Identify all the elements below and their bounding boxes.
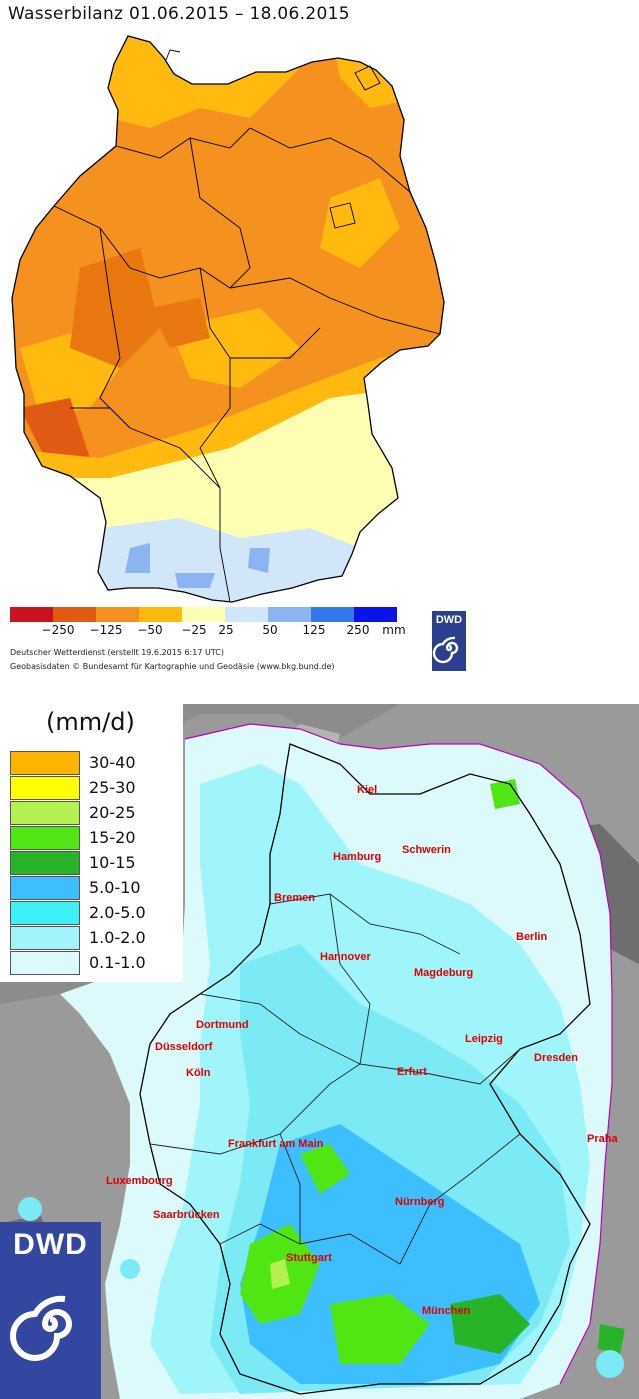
precip-legend-swatch xyxy=(10,801,80,825)
city-label: Frankfurt am Main xyxy=(228,1138,324,1150)
legend-swatch xyxy=(53,607,96,622)
legend-swatch xyxy=(96,607,139,622)
city-label: Hannover xyxy=(320,951,371,963)
precip-legend-row: 0.1-1.0 xyxy=(10,951,180,976)
legend-swatch xyxy=(10,607,53,622)
dwd-logo-text: DWD xyxy=(435,614,463,626)
city-label: Bremen xyxy=(274,892,315,904)
dwd-logo-text: DWD xyxy=(13,1228,88,1261)
precip-legend-row: 10-15 xyxy=(10,851,180,876)
spiral-icon xyxy=(432,636,459,664)
legend-tick-label: 25 xyxy=(218,623,234,637)
precipitation-panel: (mm/d) 30-40 25-30 20-25 15-20 10-15 5.0… xyxy=(0,704,639,1399)
precip-legend-label: 2.0-5.0 xyxy=(89,903,146,922)
water-balance-panel: Wasserbilanz 01.06.2015 – 18.06.2015 xyxy=(0,0,639,690)
precip-legend-swatch xyxy=(10,851,80,875)
city-label: Hamburg xyxy=(333,851,382,863)
legend-swatch xyxy=(311,607,354,622)
precip-legend-label: 25-30 xyxy=(89,778,136,797)
precipitation-map xyxy=(0,704,639,1399)
precip-legend-label: 15-20 xyxy=(89,828,136,847)
precip-legend-row: 25-30 xyxy=(10,776,180,801)
spiral-icon xyxy=(10,1295,72,1361)
city-label: Praha xyxy=(587,1133,618,1145)
precip-legend-label: 10-15 xyxy=(89,853,136,872)
city-label: Stuttgart xyxy=(286,1252,332,1264)
precip-legend-label: 0.1-1.0 xyxy=(89,953,146,972)
precip-legend-row: 1.0-2.0 xyxy=(10,926,180,951)
legend-swatch xyxy=(354,607,397,622)
credit-dwd: Deutscher Wetterdienst (erstellt 19.6.20… xyxy=(10,648,224,657)
map-title: Wasserbilanz 01.06.2015 – 18.06.2015 xyxy=(8,4,350,24)
dwd-logo: DWD xyxy=(0,1222,101,1399)
legend-tick-label: 125 xyxy=(302,623,326,637)
legend-swatch xyxy=(139,607,182,622)
city-label: Erfurt xyxy=(397,1066,427,1078)
city-label: München xyxy=(422,1305,471,1317)
precip-legend-row: 5.0-10 xyxy=(10,876,180,901)
precip-legend-row: 20-25 xyxy=(10,801,180,826)
precip-legend-swatch xyxy=(10,876,80,900)
legend-tick-label: 250 xyxy=(346,623,370,637)
legend-tick-label: −25 xyxy=(181,623,207,637)
legend-tick-label: −125 xyxy=(89,623,123,637)
legend-unit-label: mm xyxy=(382,623,406,637)
city-label: Leipzig xyxy=(465,1033,503,1045)
precip-legend-row: 15-20 xyxy=(10,826,180,851)
precip-legend-row: 30-40 xyxy=(10,751,180,776)
precip-legend-row: 2.0-5.0 xyxy=(10,901,180,926)
precip-legend-label: 5.0-10 xyxy=(89,878,141,897)
legend-tick-label: −250 xyxy=(41,623,75,637)
legend-swatch xyxy=(182,607,225,622)
precip-legend-label: 1.0-2.0 xyxy=(89,928,146,947)
precip-legend-swatch xyxy=(10,751,80,775)
city-label: Luxembourg xyxy=(106,1175,173,1187)
precip-legend: (mm/d) 30-40 25-30 20-25 15-20 10-15 5.0… xyxy=(0,704,183,982)
city-label: Nürnberg xyxy=(395,1196,445,1208)
legend-swatch xyxy=(268,607,311,622)
precip-legend-swatch xyxy=(10,826,80,850)
city-label: Dortmund xyxy=(196,1019,249,1031)
water-balance-legend-ticks: −250 −125 −50 −25 25 50 125 250 mm xyxy=(10,623,460,639)
city-label: Kiel xyxy=(357,784,378,796)
precip-legend-swatch xyxy=(10,926,80,950)
dwd-logo: DWD xyxy=(432,611,466,671)
city-label: Dresden xyxy=(534,1052,579,1064)
legend-tick-label: −50 xyxy=(137,623,163,637)
city-label: Saarbrücken xyxy=(153,1209,220,1221)
legend-tick-label: 50 xyxy=(262,623,278,637)
precip-legend-swatch xyxy=(10,951,80,975)
city-label: Köln xyxy=(186,1067,211,1079)
precip-legend-swatch xyxy=(10,776,80,800)
precip-legend-swatch xyxy=(10,901,80,925)
legend-swatch xyxy=(225,607,268,622)
water-balance-legend-bar xyxy=(10,607,397,622)
city-label: Magdeburg xyxy=(414,967,474,979)
water-balance-map xyxy=(11,35,445,603)
precip-legend-unit: (mm/d) xyxy=(46,708,135,736)
city-label: Berlin xyxy=(516,931,548,943)
credit-bkg: Geobasisdaten © Bundesamt für Kartograph… xyxy=(10,662,335,671)
precip-legend-label: 20-25 xyxy=(89,803,136,822)
precip-legend-label: 30-40 xyxy=(89,753,136,772)
city-label: Schwerin xyxy=(402,844,451,856)
city-label: Düsseldorf xyxy=(155,1041,213,1053)
